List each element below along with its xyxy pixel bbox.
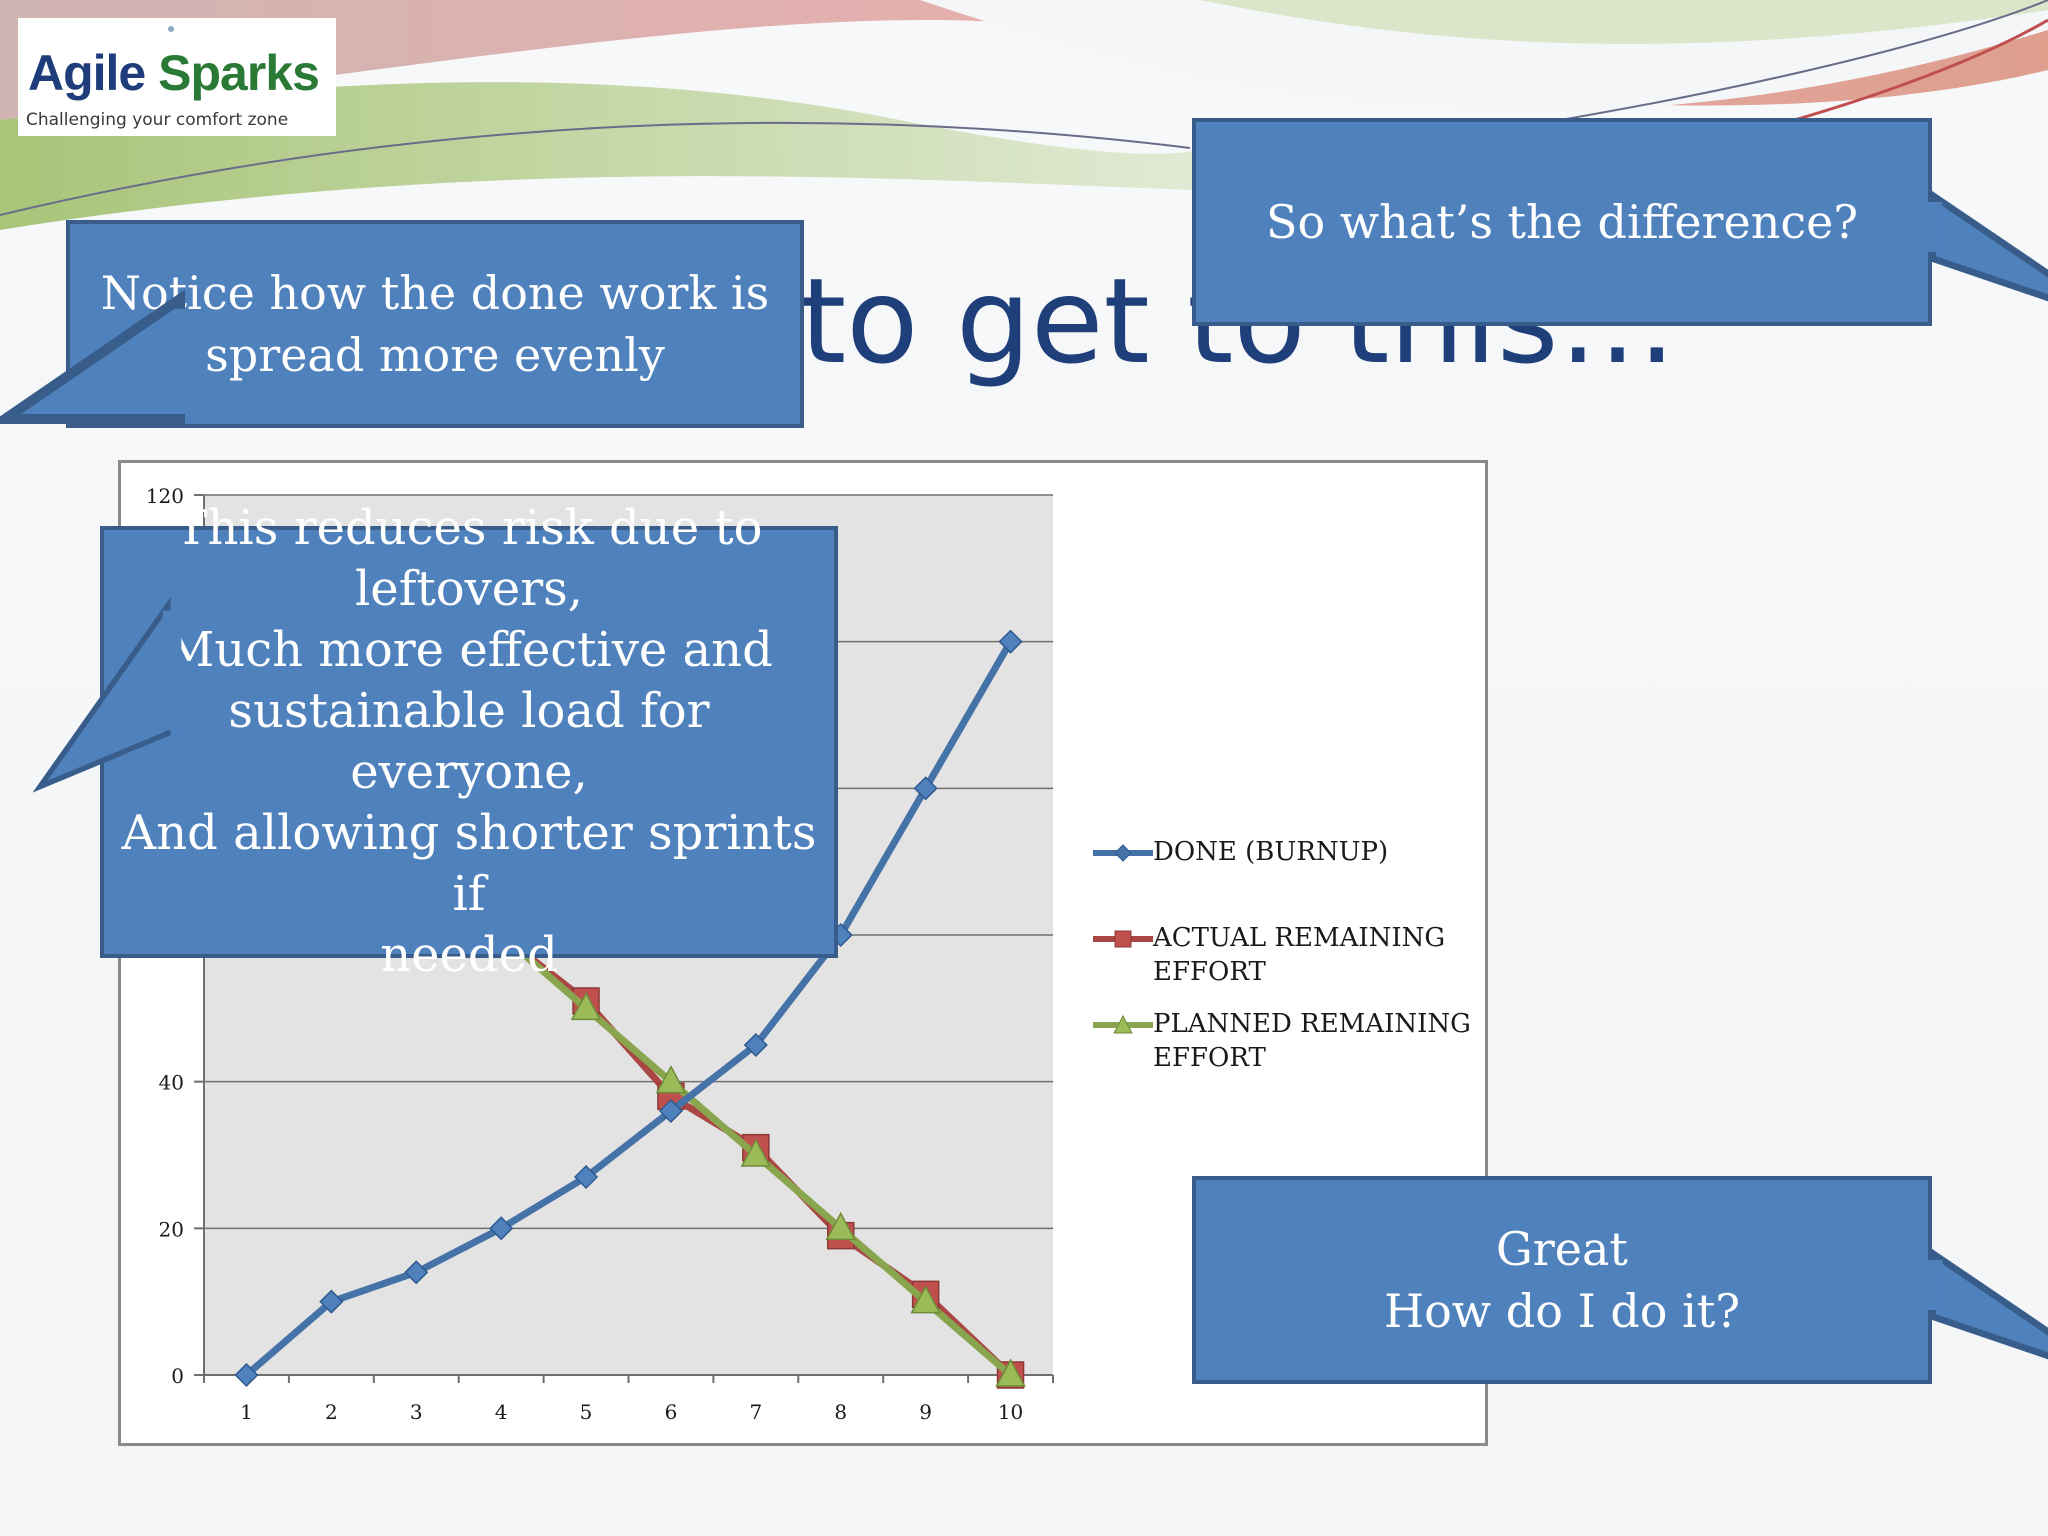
callout-pointer [0,289,205,424]
data-point-done [913,776,938,801]
x-tick-label: 2 [325,1400,338,1424]
legend-label-actual: ACTUAL REMAINING EFFORT [1153,923,1446,987]
data-point-done [998,629,1023,654]
data-point-planned [740,1138,772,1167]
x-tick-label: 1 [240,1400,253,1424]
y-tick-label: 120 [146,484,184,508]
data-point-done [658,1098,684,1124]
x-tick-label: 4 [495,1400,508,1424]
data-point-planned [570,991,602,1021]
data-point-done [319,1289,344,1314]
x-tick-label: 9 [919,1400,932,1424]
agile-sparks-logo: Agile Sparks Challenging your comfort zo… [18,18,336,136]
data-point-planned [995,1358,1026,1387]
x-tick-label: 6 [665,1400,678,1424]
y-tick-label: 20 [159,1217,184,1241]
y-tick-label: 0 [171,1364,184,1388]
legend-done-marker-icon [1093,844,1153,862]
series-line-done [244,639,1014,1378]
legend-label-planned: PLANNED REMAINING EFFORT [1153,1009,1471,1073]
callout-notice-evenly: Notice how the done work is spread more … [0,220,804,428]
legend-planned-marker-icon [1093,1014,1153,1034]
data-point-planned [910,1285,941,1314]
data-point-done [743,1032,768,1058]
callout-difference: So what’s the difference? [1192,118,2048,326]
callout-great-how: Great How do I do it? [1192,1176,2048,1384]
data-point-done [404,1260,429,1285]
data-point-planned [825,1211,857,1241]
x-tick-label: 8 [834,1400,847,1424]
data-point-done [573,1164,599,1190]
data-point-done [234,1362,259,1388]
x-tick-label: 3 [410,1400,423,1424]
callout-pointer [1922,1247,2048,1360]
logo-tagline: Challenging your comfort zone [26,110,289,130]
callout-pointer [1922,189,2048,302]
data-point-planned [655,1065,687,1094]
legend-label-done: DONE (BURNUP) [1153,837,1389,867]
x-tick-label: 5 [580,1400,593,1424]
callout-reduces-risk: This reduces risk due to leftovers, Much… [32,500,838,983]
spark-icon [168,26,174,32]
callout-pointer [32,596,182,793]
x-tick-label: 7 [749,1400,762,1424]
data-point-done [489,1216,514,1241]
legend-actual-marker-icon [1093,930,1153,948]
x-tick-label: 10 [998,1400,1023,1424]
y-tick-label: 40 [159,1071,184,1095]
logo-name: Agile Sparks [28,45,320,101]
